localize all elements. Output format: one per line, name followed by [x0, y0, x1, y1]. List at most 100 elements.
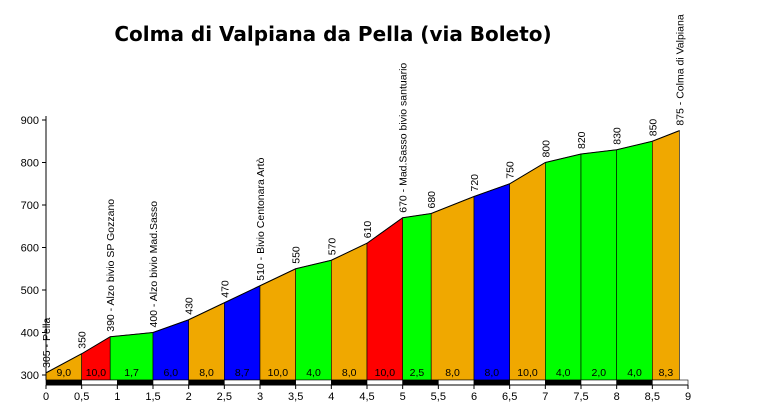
gradient-label-5: 8,0: [199, 367, 214, 379]
x-tick-label-7: 3: [257, 391, 263, 403]
x-tick-label-12: 5,5: [431, 391, 446, 403]
gradient-label-1: 9,0: [57, 367, 72, 379]
scale-block-6: [224, 379, 261, 386]
gradient-label-4: 6,0: [164, 367, 179, 379]
segment-fill-16: [580, 149, 617, 381]
chart-title: Colma di Valpiana da Pella (via Boleto): [114, 22, 552, 46]
x-tick-label-10: 4,5: [359, 391, 374, 403]
scale-block-14: [509, 379, 546, 386]
x-tick-label-6: 2,5: [217, 391, 232, 403]
segment-fill-12: [430, 196, 475, 381]
point-label-1: 305 - Pella: [41, 318, 53, 368]
gradient-label-14: 10,0: [517, 367, 538, 379]
scale-block-18: [652, 379, 689, 386]
y-tick-label-400: 400: [21, 328, 39, 340]
y-tick-label-600: 600: [21, 243, 39, 255]
x-tick-label-18: 8,5: [645, 391, 660, 403]
point-labels: 305 - Pella 350 390 - Alzo bivio SP Gozzan…: [41, 14, 686, 368]
scale-block-15: [545, 379, 582, 386]
gradient-label-11: 2,5: [410, 367, 425, 379]
scale-block-12: [438, 379, 475, 386]
x-tick-label-11: 5: [400, 391, 406, 403]
distance-scale-bar: [45, 379, 689, 386]
segment-fill-14: [509, 161, 546, 381]
segment-fill-13: [473, 183, 510, 381]
x-tick-label-13: 6: [471, 391, 477, 403]
segment-fill-15: [545, 153, 582, 381]
scale-block-9: [331, 379, 368, 386]
gradient-label-16: 2,0: [592, 367, 607, 379]
point-label-16: 820: [576, 131, 588, 149]
x-tick-label-15: 7: [542, 391, 548, 403]
x-tick-label-2: 0,5: [74, 391, 89, 403]
axes: 300 400 500 600 700 800 900 0 0,5 1 1,5 2 2,5 3 3,5 4 4,…: [21, 115, 691, 403]
scale-block-13: [473, 379, 510, 386]
point-label-19: 875 - Colma di Valpiana: [674, 14, 686, 125]
gradient-label-9: 8,0: [342, 367, 357, 379]
segment-fill-10: [366, 217, 403, 381]
point-label-13: 720: [469, 174, 481, 192]
gradient-label-3: 1,7: [124, 367, 139, 379]
y-tick-label-300: 300: [21, 370, 39, 382]
x-tick-label-5: 2: [186, 391, 192, 403]
x-tick-label-1: 0: [43, 391, 49, 403]
x-tick-label-8: 3,5: [288, 391, 303, 403]
x-tick-label-14: 6,5: [502, 391, 517, 403]
y-tick-label-500: 500: [21, 285, 39, 297]
point-label-8: 550: [291, 246, 303, 264]
scale-block-5: [188, 379, 225, 386]
gradient-label-2: 10,0: [86, 367, 107, 379]
point-label-11: 670 - Mad.Sasso bivio santuario: [398, 63, 410, 213]
gradient-label-7: 10,0: [268, 367, 289, 379]
scale-block-16: [580, 379, 617, 386]
x-tick-label-3: 1: [114, 391, 120, 403]
gradient-label-17: 4,0: [627, 367, 642, 379]
segment-fill-17: [616, 140, 653, 381]
point-label-2: 350: [77, 331, 89, 349]
gradient-label-8: 4,0: [306, 367, 321, 379]
scale-block-8: [295, 379, 332, 386]
scale-block-7: [259, 379, 296, 386]
gradient-label-10: 10,0: [375, 367, 396, 379]
x-tick-label-16: 7,5: [573, 391, 588, 403]
gradient-label-6: 8,7: [235, 367, 250, 379]
scale-block-10: [366, 379, 403, 386]
segment-fill-8: [295, 259, 332, 381]
y-tick-label-700: 700: [21, 200, 39, 212]
scale-block-17: [616, 379, 653, 386]
scale-block-1: [45, 379, 82, 386]
x-tick-label-17: 8: [614, 391, 620, 403]
gradient-label-12: 8,0: [445, 367, 460, 379]
point-label-7: 510 - Bivio Centonara Artò: [255, 157, 267, 280]
scale-block-11: [402, 379, 439, 386]
x-tick-label-4: 1,5: [145, 391, 160, 403]
segment-fill-18: [652, 130, 680, 381]
point-label-5: 430: [184, 297, 196, 315]
segment-fills: [45, 130, 680, 381]
profile-line: [45, 130, 680, 374]
point-label-18: 850: [647, 119, 659, 137]
point-label-14: 750: [505, 161, 517, 179]
y-tick-label-900: 900: [21, 115, 39, 127]
point-label-15: 800: [540, 140, 552, 158]
point-label-10: 610: [362, 221, 374, 239]
point-label-12: 680: [426, 191, 438, 209]
segment-fill-9: [331, 242, 368, 381]
gradient-label-13: 8,0: [485, 367, 500, 379]
scale-block-4: [152, 379, 189, 386]
segment-fill-7: [259, 268, 296, 381]
profile-outline: [45, 130, 680, 374]
point-label-6: 470: [219, 280, 231, 298]
point-label-4: 400 - Alzo bivio Mad.Sasso: [148, 201, 160, 328]
x-tick-label-19: 9: [685, 391, 691, 403]
gradient-label-18: 8,3: [659, 367, 674, 379]
gradient-labels: 9,0 10,0 1,7 6,0 8,0 8,7 10,0 4,0 8,0 10,0 2,5 8,0 8…: [57, 367, 674, 379]
x-tick-label-9: 4: [328, 391, 334, 403]
segment-fill-11: [402, 213, 432, 381]
point-label-17: 830: [612, 127, 624, 145]
y-tick-label-800: 800: [21, 158, 39, 170]
scale-block-3: [117, 379, 154, 386]
point-label-3: 390 - Alzo bivio SP Gozzano: [105, 199, 117, 332]
scale-block-2: [81, 379, 118, 386]
